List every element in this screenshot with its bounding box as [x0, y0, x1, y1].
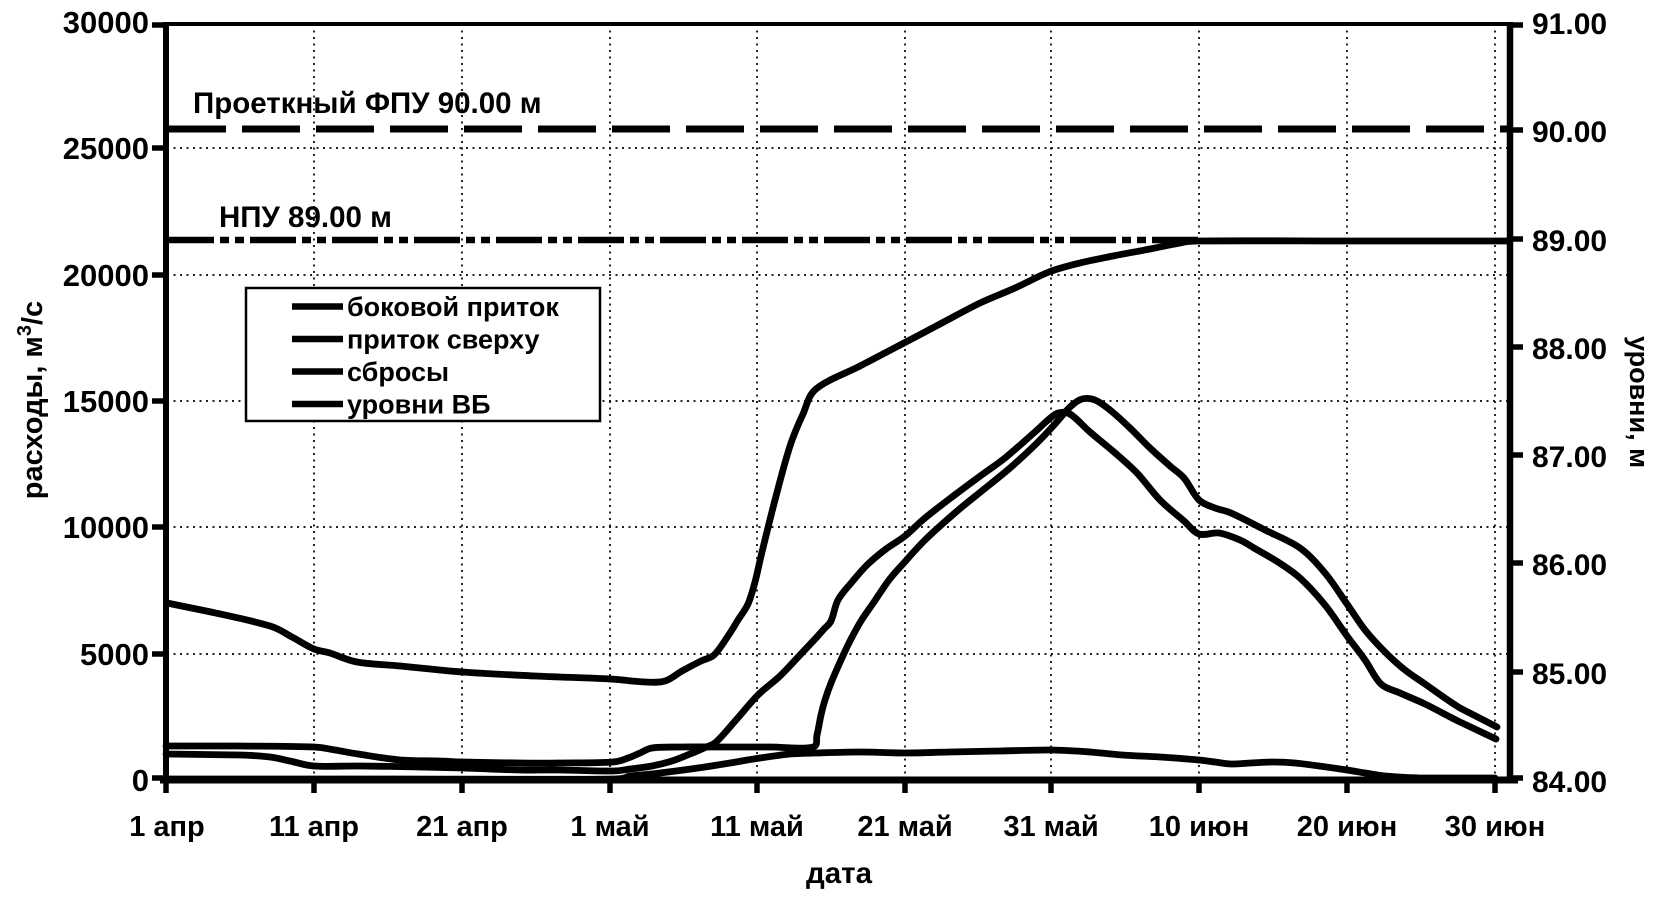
svg-text:85.00: 85.00 — [1532, 658, 1607, 691]
svg-text:10000: 10000 — [63, 510, 149, 545]
svg-text:уровни, м: уровни, м — [1624, 336, 1654, 468]
svg-text:1 май: 1 май — [570, 811, 649, 843]
svg-text:1 апр: 1 апр — [129, 811, 205, 843]
svg-text:25000: 25000 — [63, 131, 149, 166]
svg-text:21 апр: 21 апр — [416, 811, 508, 843]
svg-text:0: 0 — [132, 763, 149, 798]
svg-text:91.00: 91.00 — [1532, 8, 1607, 41]
svg-text:11 апр: 11 апр — [269, 811, 359, 843]
svg-text:30 июн: 30 июн — [1445, 811, 1545, 843]
svg-text:90.00: 90.00 — [1532, 116, 1607, 149]
svg-text:боковой приток: боковой приток — [347, 292, 559, 322]
svg-text:11 май: 11 май — [710, 811, 804, 843]
svg-text:21 май: 21 май — [857, 811, 952, 843]
svg-text:дата: дата — [806, 857, 873, 890]
svg-text:НПУ 89.00 м: НПУ 89.00 м — [219, 201, 392, 234]
svg-text:20000: 20000 — [63, 258, 149, 293]
svg-text:сбросы: сбросы — [347, 357, 449, 387]
svg-text:5000: 5000 — [80, 637, 149, 672]
svg-text:87.00: 87.00 — [1532, 441, 1607, 474]
svg-text:Проеткный ФПУ 90.00 м: Проеткный ФПУ 90.00 м — [193, 87, 542, 120]
svg-text:86.00: 86.00 — [1532, 549, 1607, 582]
svg-text:приток сверху: приток сверху — [347, 325, 540, 355]
svg-text:31 май: 31 май — [1003, 811, 1098, 843]
svg-text:88.00: 88.00 — [1532, 333, 1607, 366]
svg-text:20 июн: 20 июн — [1297, 811, 1397, 843]
svg-text:уровни ВБ: уровни ВБ — [347, 390, 491, 420]
svg-text:30000: 30000 — [63, 5, 149, 40]
svg-text:10 июн: 10 июн — [1149, 811, 1249, 843]
svg-text:89.00: 89.00 — [1532, 225, 1607, 258]
svg-text:84.00: 84.00 — [1532, 766, 1607, 799]
svg-text:15000: 15000 — [63, 384, 149, 419]
